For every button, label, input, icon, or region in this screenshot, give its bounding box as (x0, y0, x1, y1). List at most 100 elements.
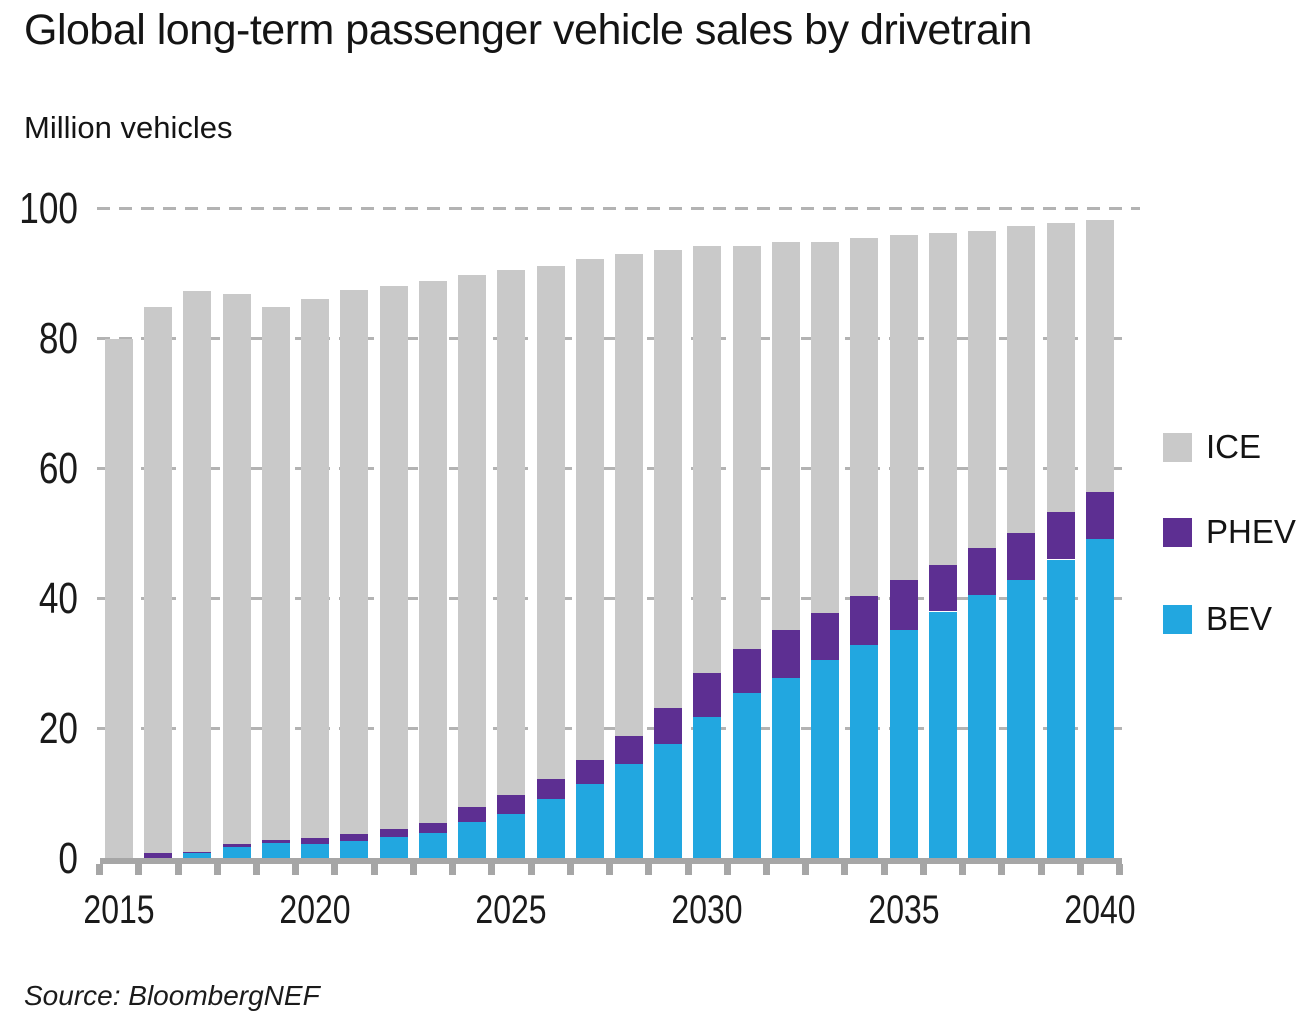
x-axis-tick (370, 864, 378, 875)
x-axis-tick (723, 864, 731, 875)
x-axis-tick (763, 864, 771, 875)
bar-2024-ice (458, 274, 487, 808)
x-axis-tick (174, 864, 182, 875)
bar-2034-ice (850, 238, 879, 596)
bar-2038-ice (1007, 226, 1036, 533)
bar-2031-phev (732, 649, 761, 694)
x-axis-label-2015: 2015 (83, 888, 155, 932)
bar-2037-bev (968, 595, 997, 859)
x-axis-tick (880, 864, 888, 875)
x-axis-tick (998, 864, 1006, 875)
bar-2022-ice (379, 285, 408, 830)
x-axis-tick (409, 864, 417, 875)
bar-2025-phev (497, 795, 526, 814)
bar-2039-ice (1046, 222, 1075, 513)
y-axis-label-0: 0 (58, 833, 78, 883)
bar-2021-phev (340, 834, 369, 841)
source-attribution: Source: BloombergNEF (24, 980, 320, 1011)
x-axis-label-2025: 2025 (475, 888, 547, 932)
bar-2032-bev (771, 677, 800, 859)
legend-item-ice: ICE (1163, 428, 1261, 466)
bar-2018-phev (222, 843, 251, 847)
gridline-60 (97, 467, 1127, 470)
bar-2022-bev (379, 837, 408, 859)
gridline-20 (97, 727, 1127, 730)
bar-2028-bev (614, 764, 643, 859)
legend-label-bev: BEV (1206, 600, 1273, 637)
x-axis-tick (1076, 864, 1084, 875)
bar-2020-phev (301, 838, 330, 844)
x-axis-label-2035: 2035 (867, 888, 940, 932)
gridline-100 (97, 207, 1140, 210)
bar-2030-bev (693, 716, 722, 859)
bar-2040-bev (1085, 539, 1114, 859)
legend-item-bev: BEV (1163, 600, 1272, 638)
x-axis-tick (566, 864, 574, 875)
bar-2019-ice (261, 306, 290, 840)
bar-2035-ice (889, 234, 918, 581)
x-axis-tick (292, 864, 300, 875)
legend-label-ice: ICE (1206, 428, 1262, 465)
bar-2017-phev (183, 851, 212, 853)
bar-2033-bev (811, 659, 840, 859)
bar-2031-ice (732, 246, 761, 650)
bar-2037-phev (968, 548, 997, 596)
bar-2039-bev (1046, 559, 1075, 859)
x-axis-tick (1037, 864, 1045, 875)
bar-2023-ice (418, 281, 447, 824)
bar-2017-bev (183, 852, 212, 859)
bar-2021-bev (340, 840, 369, 859)
x-axis-tick (96, 864, 104, 875)
bar-2019-phev (261, 839, 290, 843)
x-axis-label-2020: 2020 (279, 888, 351, 932)
bar-2037-ice (968, 230, 997, 549)
x-axis-tick (331, 864, 339, 875)
x-axis-tick (684, 864, 692, 875)
bar-2033-ice (811, 241, 840, 613)
bar-2026-phev (536, 779, 565, 800)
phev-color-swatch (1163, 517, 1192, 547)
x-axis-tick (213, 864, 221, 875)
bar-2028-ice (614, 254, 643, 736)
y-axis-label-20: 20 (38, 703, 78, 753)
x-axis-tick (606, 864, 614, 875)
bar-2020-ice (301, 298, 330, 839)
bar-2023-bev (418, 833, 447, 859)
gridline-40 (97, 597, 1127, 600)
y-axis-label-40: 40 (38, 573, 78, 623)
bar-2028-phev (614, 735, 643, 765)
x-axis-tick (135, 864, 143, 875)
bar-2029-phev (654, 708, 683, 745)
bar-2035-phev (889, 580, 918, 630)
x-axis-tick (959, 864, 967, 875)
bar-2040-ice (1085, 219, 1114, 492)
x-axis-tick (253, 864, 261, 875)
bar-2029-bev (654, 744, 683, 859)
gridline-80 (97, 337, 1127, 340)
bar-2017-ice (183, 290, 212, 852)
bar-2021-ice (340, 289, 369, 835)
bar-2032-ice (771, 241, 800, 630)
y-axis-label-100: 100 (19, 183, 79, 233)
legend-label-phev: PHEV (1206, 513, 1296, 550)
bar-2034-bev (850, 645, 879, 859)
bar-2040-phev (1085, 491, 1114, 540)
bar-2032-phev (771, 629, 800, 678)
bar-2031-bev (732, 693, 761, 859)
x-axis-label-2040: 2040 (1064, 888, 1136, 932)
y-axis-label-60: 60 (38, 443, 78, 493)
bar-2027-ice (575, 259, 604, 761)
bar-2025-ice (497, 270, 526, 796)
bar-2036-ice (928, 233, 957, 565)
bar-2016-ice (144, 306, 173, 853)
bar-2018-bev (222, 846, 251, 859)
bar-2025-bev (497, 813, 526, 859)
x-axis-label-2030: 2030 (671, 888, 744, 932)
bar-2030-phev (693, 673, 722, 717)
bar-2038-phev (1007, 532, 1036, 581)
x-axis-tick (919, 864, 927, 875)
x-axis-tick (449, 864, 457, 875)
bar-2022-phev (379, 829, 408, 838)
